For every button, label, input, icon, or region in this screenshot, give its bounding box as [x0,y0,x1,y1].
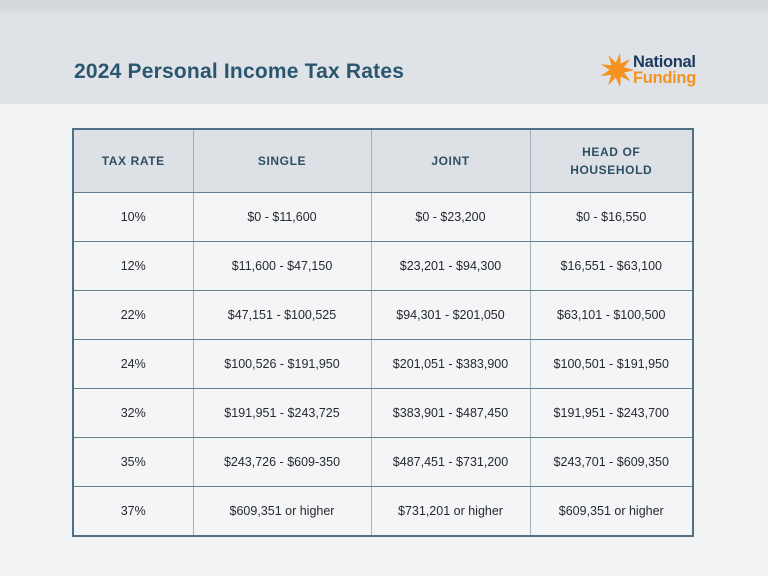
tax-rate-cell: 35% [72,437,194,487]
table-row: 22% $47,151 - $100,525 $94,301 - $201,050 $… [72,290,694,340]
tax-rate-cell: 10% [72,192,194,242]
income-range-cell: $11,600 - $47,150 [192,241,372,291]
income-range-cell: $94,301 - $201,050 [370,290,531,340]
income-range-cell: $201,051 - $383,900 [370,339,531,389]
logo-wordmark: National Funding [633,53,696,87]
income-range-cell: $100,501 - $191,950 [529,339,694,389]
table-row: 35% $243,726 - $609-350 $487,451 - $731,20… [72,437,694,487]
column-header-label: HEAD OF HOUSEHOLD [570,145,653,177]
income-range-cell: $23,201 - $94,300 [370,241,531,291]
page-title: 2024 Personal Income Tax Rates [74,60,405,83]
header-band: 2024 Personal Income Tax Rates National … [0,0,768,104]
income-range-cell: $609,351 or higher [192,486,372,537]
table-body: 10% $0 - $11,600 $0 - $23,200 $0 - $16,550 1… [72,192,694,537]
tax-rate-cell: 32% [72,388,194,438]
tax-rate-cell: 22% [72,290,194,340]
column-header-tax-rate: TAX RATE [72,128,194,193]
income-range-cell: $243,701 - $609,350 [529,437,694,487]
income-range-cell: $487,451 - $731,200 [370,437,531,487]
column-header-joint: JOINT [370,128,531,193]
income-range-cell: $731,201 or higher [370,486,531,537]
column-header-label: SINGLE [257,154,307,168]
income-range-cell: $0 - $23,200 [370,192,531,242]
column-header-label: JOINT [431,154,470,168]
table-row: 12% $11,600 - $47,150 $23,201 - $94,300 $16… [72,241,694,291]
income-range-cell: $0 - $16,550 [529,192,694,242]
burst-icon [600,53,635,87]
income-range-cell: $191,951 - $243,725 [192,388,372,438]
tax-rate-cell: 24% [72,339,194,389]
logo-text-funding: Funding [633,69,696,87]
income-range-cell: $100,526 - $191,950 [192,339,372,389]
table-row: 37% $609,351 or higher $731,201 or higher $… [72,486,694,537]
income-range-cell: $243,726 - $609-350 [192,437,372,487]
column-header-head-of-household: HEAD OF HOUSEHOLD [529,128,694,193]
table-header: TAX RATE SINGLE JOINT HEAD OF HOUSEHOLD [72,128,694,193]
income-range-cell: $63,101 - $100,500 [529,290,694,340]
income-range-cell: $383,901 - $487,450 [370,388,531,438]
income-range-cell: $609,351 or higher [529,486,694,537]
table-row: 32% $191,951 - $243,725 $383,901 - $487,45… [72,388,694,438]
header-row: TAX RATE SINGLE JOINT HEAD OF HOUSEHOLD [72,128,694,193]
income-range-cell: $0 - $11,600 [192,192,372,242]
income-range-cell: $16,551 - $63,100 [529,241,694,291]
content-area: TAX RATE SINGLE JOINT HEAD OF HOUSEHOLD 10%… [0,104,768,576]
tax-table: TAX RATE SINGLE JOINT HEAD OF HOUSEHOLD 10%… [72,128,694,537]
income-range-cell: $47,151 - $100,525 [192,290,372,340]
national-funding-logo: National Funding [599,52,696,88]
column-header-label: TAX RATE [101,154,165,168]
column-header-single: SINGLE [192,128,372,193]
tax-rate-cell: 12% [72,241,194,291]
logo-text-national: National [633,53,696,71]
table-row: 10% $0 - $11,600 $0 - $23,200 $0 - $16,550 [72,192,694,242]
tax-rate-cell: 37% [72,486,194,537]
table-row: 24% $100,526 - $191,950 $201,051 - $383,90… [72,339,694,389]
income-range-cell: $191,951 - $243,700 [529,388,694,438]
